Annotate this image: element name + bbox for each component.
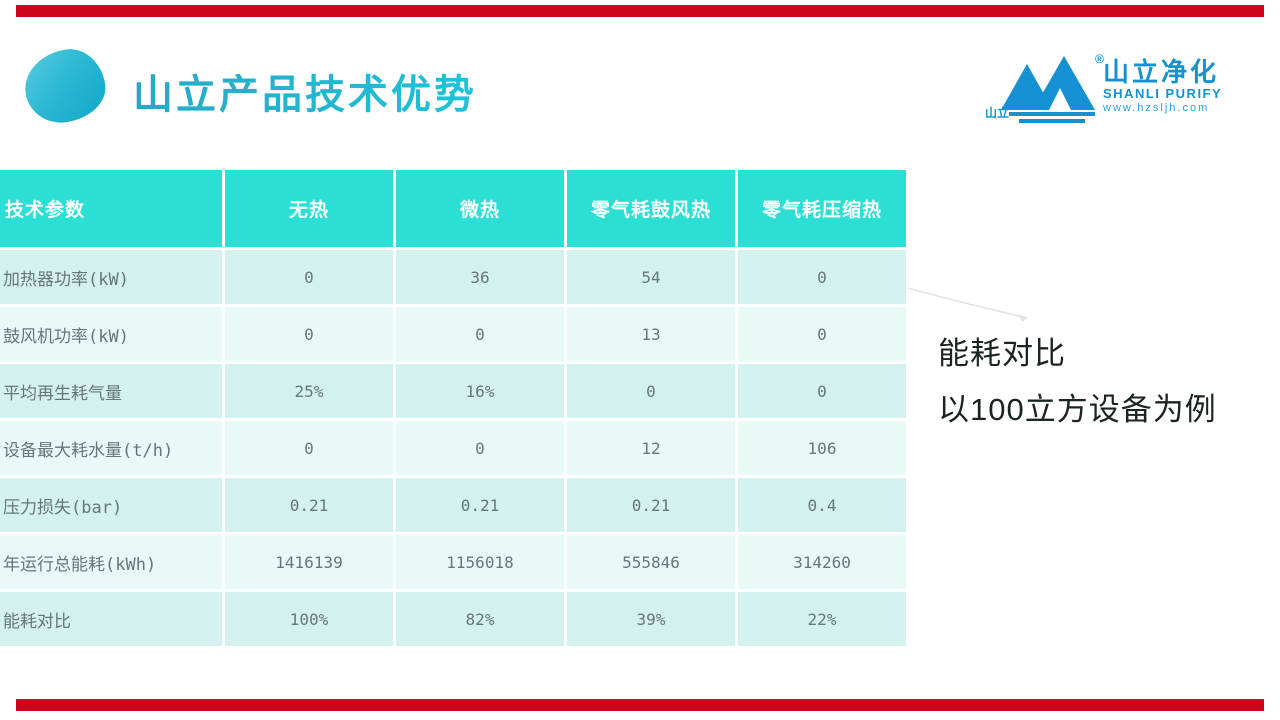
table-cell: 314260 [738, 535, 906, 589]
column-header: 零气耗压缩热 [738, 170, 906, 247]
table-cell: 100% [225, 592, 393, 646]
table-cell: 1416139 [225, 535, 393, 589]
logo-underline-1 [1009, 112, 1095, 116]
registered-mark: ® [1095, 52, 1104, 66]
table-cell: 0 [225, 250, 393, 304]
table-row: 加热器功率(kW) 0 36 54 0 [0, 250, 906, 304]
table-cell: 0.21 [225, 478, 393, 532]
logo-name-en: SHANLI PURIFY [1103, 86, 1223, 101]
annotation-text: 能耗对比 以100立方设备为例 [938, 326, 1217, 438]
table-cell: 0 [738, 250, 906, 304]
table-cell: 12 [567, 421, 735, 475]
table-row: 平均再生耗气量 25% 16% 0 0 [0, 364, 906, 418]
annotation-line-2: 以100立方设备为例 [938, 392, 1217, 427]
table-cell: 555846 [567, 535, 735, 589]
top-accent-bar [16, 5, 1264, 17]
table-cell: 39% [567, 592, 735, 646]
column-header: 零气耗鼓风热 [567, 170, 735, 247]
column-header-param: 技术参数 [0, 170, 222, 247]
logo-underline-2 [1019, 119, 1085, 123]
column-header: 无热 [225, 170, 393, 247]
table-cell: 36 [396, 250, 564, 304]
page-title: 山立产品技术优势 [133, 62, 477, 120]
callout-arrow-icon [907, 287, 1028, 322]
row-label: 加热器功率(kW) [0, 250, 222, 304]
table-cell: 16% [396, 364, 564, 418]
logo-mountains-icon: ® 山立 [983, 42, 1104, 126]
row-label: 平均再生耗气量 [0, 364, 222, 418]
table-cell: 13 [567, 307, 735, 361]
table-cell: 0.21 [567, 478, 735, 532]
company-logo: ® 山立 山立净化 SHANLI PURIFY www.hzsljh.com [983, 42, 1233, 126]
mountain-notch-icon [1049, 88, 1071, 110]
table-row: 鼓风机功率(kW) 0 0 13 0 [0, 307, 906, 361]
table-cell: 0.21 [396, 478, 564, 532]
table-row: 年运行总能耗(kWh) 1416139 1156018 555846 314260 [0, 535, 906, 589]
table-row: 压力损失(bar) 0.21 0.21 0.21 0.4 [0, 478, 906, 532]
table-cell: 0 [396, 421, 564, 475]
table-header-row: 技术参数 无热 微热 零气耗鼓风热 零气耗压缩热 [0, 170, 906, 247]
column-header: 微热 [396, 170, 564, 247]
table-cell: 0 [738, 307, 906, 361]
table-cell: 82% [396, 592, 564, 646]
logo-text-block: 山立净化 SHANLI PURIFY www.hzsljh.com [1103, 42, 1222, 126]
table-row: 设备最大耗水量(t/h) 0 0 12 106 [0, 421, 906, 475]
logo-mark-text: 山立 [985, 106, 1010, 120]
row-label: 压力损失(bar) [0, 478, 222, 532]
annotation-line-1: 能耗对比 [938, 336, 1066, 371]
table-cell: 25% [225, 364, 393, 418]
table-cell: 0 [225, 307, 393, 361]
table-cell: 106 [738, 421, 906, 475]
decorative-blob [20, 44, 110, 128]
row-label: 能耗对比 [0, 592, 222, 646]
row-label: 设备最大耗水量(t/h) [0, 421, 222, 475]
row-label: 鼓风机功率(kW) [0, 307, 222, 361]
table-cell: 0 [225, 421, 393, 475]
row-label: 年运行总能耗(kWh) [0, 535, 222, 589]
spec-table: 技术参数 无热 微热 零气耗鼓风热 零气耗压缩热 加热器功率(kW) 0 36 54 0 鼓风机功… [0, 167, 909, 649]
logo-website: www.hzsljh.com [1103, 102, 1210, 114]
table-row: 能耗对比 100% 82% 39% 22% [0, 592, 906, 646]
table-cell: 22% [738, 592, 906, 646]
table-cell: 54 [567, 250, 735, 304]
table-cell: 0 [567, 364, 735, 418]
table-cell: 0.4 [738, 478, 906, 532]
logo-name-cn: 山立净化 [1103, 57, 1220, 87]
bottom-accent-bar [16, 699, 1264, 711]
table-cell: 1156018 [396, 535, 564, 589]
table-cell: 0 [738, 364, 906, 418]
table-cell: 0 [396, 307, 564, 361]
